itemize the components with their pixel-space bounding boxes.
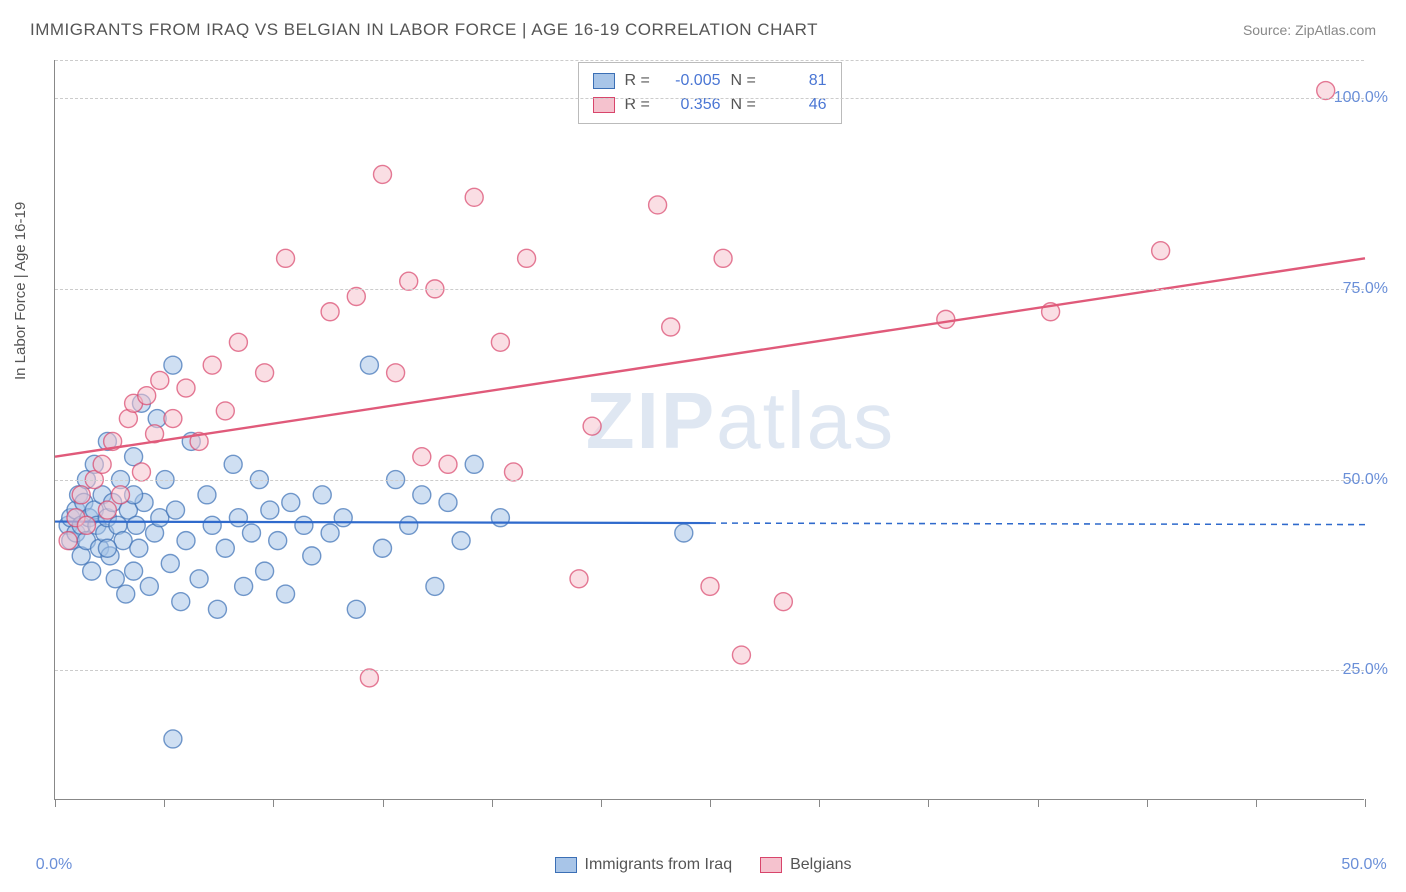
x-tick-label: 0.0% [36,856,72,874]
y-axis-label: In Labor Force | Age 16-19 [12,202,29,380]
title-bar: IMMIGRANTS FROM IRAQ VS BELGIAN IN LABOR… [30,20,1376,40]
legend-swatch-1 [555,857,577,873]
legend-label-2: Belgians [790,856,851,874]
swatch-series2 [593,97,615,113]
stat-n-key: N = [731,72,759,90]
y-tick-label: 50.0% [1343,471,1388,489]
chart-svg [55,60,1364,799]
swatch-series1 [593,73,615,89]
y-tick-label: 25.0% [1343,661,1388,679]
y-tick-label: 75.0% [1343,280,1388,298]
stats-row-series2: R = 0.356 N = 46 [593,93,827,117]
source-label: Source: ZipAtlas.com [1243,22,1376,38]
x-tick-label: 50.0% [1341,856,1386,874]
stat-r-val-1: -0.005 [663,72,721,90]
legend-label-1: Immigrants from Iraq [585,856,733,874]
chart-title: IMMIGRANTS FROM IRAQ VS BELGIAN IN LABOR… [30,20,818,40]
legend-swatch-2 [760,857,782,873]
plot-area: ZIPatlas R = -0.005 N = 81 R = 0.356 N =… [54,60,1364,800]
stats-row-series1: R = -0.005 N = 81 [593,69,827,93]
legend-item-1: Immigrants from Iraq [555,856,733,874]
stat-n-val-1: 81 [769,72,827,90]
stat-r-key: R = [625,72,653,90]
legend-item-2: Belgians [760,856,851,874]
stats-legend-box: R = -0.005 N = 81 R = 0.356 N = 46 [578,62,842,124]
y-tick-label: 100.0% [1334,89,1388,107]
legend-bottom: Immigrants from Iraq Belgians [0,856,1406,874]
